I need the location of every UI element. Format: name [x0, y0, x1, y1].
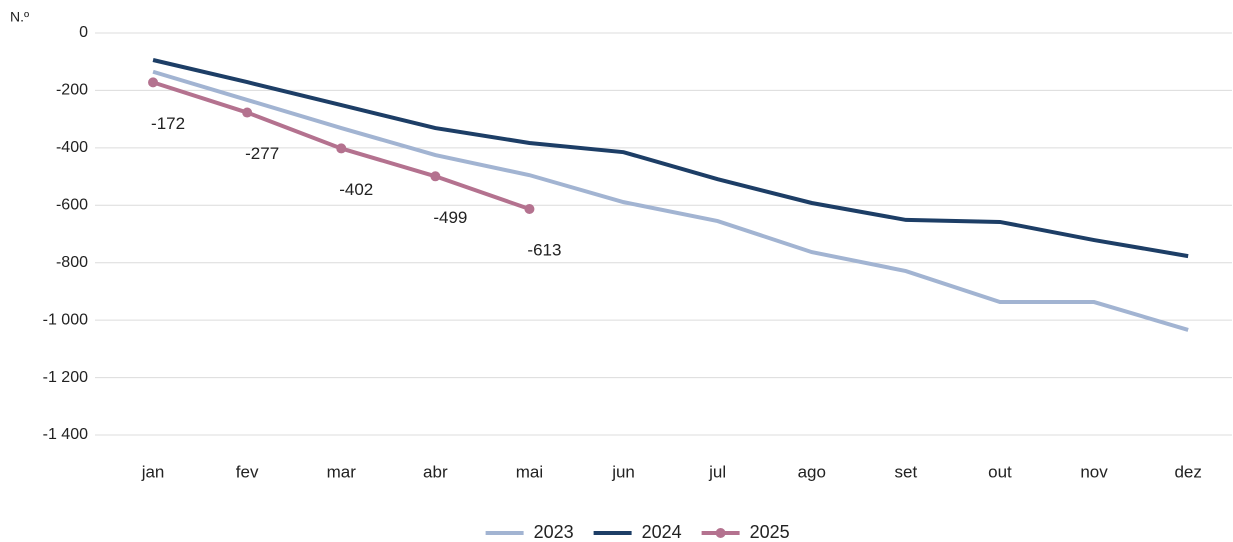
line [152, 58, 1189, 259]
point [336, 143, 347, 154]
point [148, 77, 159, 88]
y-tick-label: -1 000 [43, 311, 88, 328]
data-label: -277 [245, 144, 279, 163]
y-tick-label: -1 200 [43, 369, 88, 386]
x-tick-label: jul [708, 462, 726, 481]
x-tick-label: nov [1080, 462, 1108, 481]
point [524, 204, 535, 215]
x-tick-label: set [895, 462, 918, 481]
y-tick-label: -400 [56, 139, 88, 156]
data-label: -613 [527, 241, 561, 260]
point [430, 171, 441, 182]
x-tick-label: mai [516, 462, 543, 481]
y-tick-label: -600 [56, 197, 88, 214]
x-tick-label: mar [327, 462, 357, 481]
legend-label: 2024 [642, 522, 682, 542]
data-label: -172 [151, 114, 185, 133]
x-tick-label: abr [423, 462, 448, 481]
data-label: -402 [339, 180, 373, 199]
x-tick-label: fev [236, 462, 259, 481]
line [152, 69, 1189, 332]
y-tick-label: 0 [79, 24, 88, 41]
y-axis-label: N.º [10, 9, 29, 25]
x-tick-label: out [988, 462, 1012, 481]
y-tick-label: -200 [56, 82, 88, 99]
x-tick-label: dez [1174, 462, 1201, 481]
x-tick-label: jan [141, 462, 165, 481]
data-label: -499 [433, 208, 467, 227]
y-tick-label: -800 [56, 254, 88, 271]
y-tick-label: -1 400 [43, 426, 88, 443]
legend-label: 2025 [750, 522, 790, 542]
legend-label: 2023 [534, 522, 574, 542]
x-tick-label: jun [611, 462, 635, 481]
legend-marker [715, 528, 726, 538]
x-tick-label: ago [798, 462, 826, 481]
point [242, 107, 253, 118]
